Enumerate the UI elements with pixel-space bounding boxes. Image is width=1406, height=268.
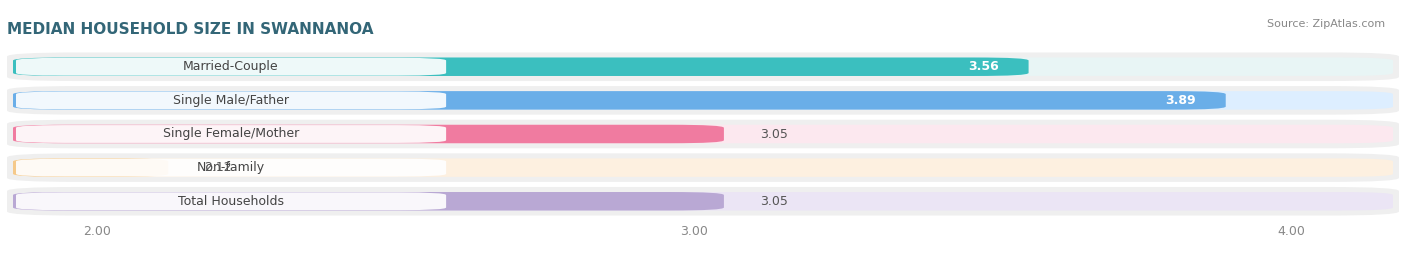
FancyBboxPatch shape: [7, 153, 1399, 182]
FancyBboxPatch shape: [13, 158, 1393, 177]
FancyBboxPatch shape: [13, 192, 724, 210]
Text: 3.89: 3.89: [1166, 94, 1197, 107]
FancyBboxPatch shape: [13, 91, 1393, 110]
Text: 3.05: 3.05: [759, 128, 787, 140]
FancyBboxPatch shape: [15, 159, 446, 177]
FancyBboxPatch shape: [15, 125, 446, 143]
Text: Total Households: Total Households: [179, 195, 284, 208]
Text: 2.12: 2.12: [204, 161, 232, 174]
FancyBboxPatch shape: [13, 125, 1393, 143]
FancyBboxPatch shape: [13, 91, 1226, 110]
Text: Married-Couple: Married-Couple: [183, 60, 278, 73]
FancyBboxPatch shape: [7, 187, 1399, 215]
Text: MEDIAN HOUSEHOLD SIZE IN SWANNANOA: MEDIAN HOUSEHOLD SIZE IN SWANNANOA: [7, 22, 374, 37]
FancyBboxPatch shape: [13, 192, 1393, 210]
Text: Single Female/Mother: Single Female/Mother: [163, 128, 299, 140]
FancyBboxPatch shape: [7, 86, 1399, 115]
FancyBboxPatch shape: [15, 58, 446, 76]
FancyBboxPatch shape: [13, 58, 1393, 76]
FancyBboxPatch shape: [13, 125, 724, 143]
FancyBboxPatch shape: [15, 192, 446, 210]
FancyBboxPatch shape: [13, 158, 169, 177]
Text: Single Male/Father: Single Male/Father: [173, 94, 290, 107]
FancyBboxPatch shape: [15, 91, 446, 109]
FancyBboxPatch shape: [7, 53, 1399, 81]
Text: Non-family: Non-family: [197, 161, 266, 174]
Text: 3.56: 3.56: [967, 60, 998, 73]
Text: 3.05: 3.05: [759, 195, 787, 208]
FancyBboxPatch shape: [7, 120, 1399, 148]
FancyBboxPatch shape: [13, 58, 1029, 76]
Text: Source: ZipAtlas.com: Source: ZipAtlas.com: [1267, 19, 1385, 29]
